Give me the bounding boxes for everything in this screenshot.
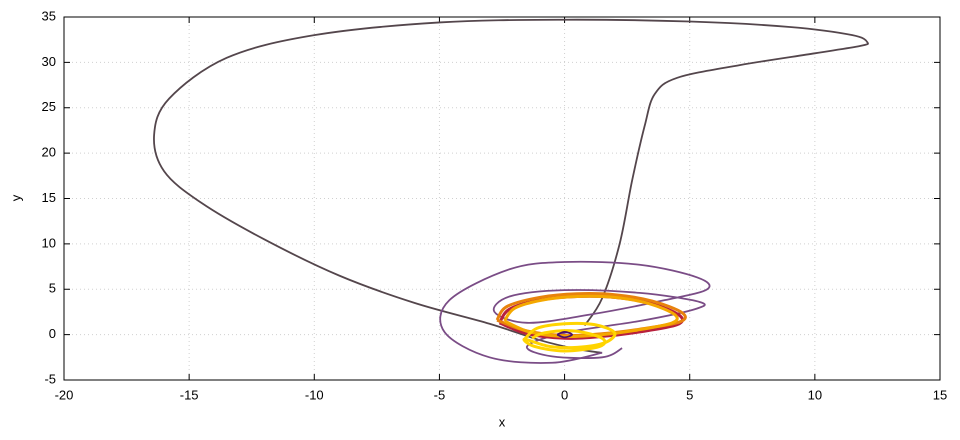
x-tick-label: 5 [686,387,693,402]
x-tick-label: -5 [434,387,446,402]
x-tick-label: 0 [561,387,568,402]
y-tick-label: 30 [42,54,56,69]
trajectory [556,331,573,339]
x-tick-label: -10 [305,387,324,402]
trajectory [522,321,617,353]
trajectory [153,18,869,354]
y-tick-label: 35 [42,8,56,23]
y-tick-label: 5 [49,281,56,296]
x-tick-label: -20 [55,387,74,402]
plot-frame [63,16,941,381]
x-tick-label: -15 [180,387,199,402]
x-tick-label: 15 [933,387,947,402]
y-axis-label: y [8,194,23,201]
y-tick-label: 15 [42,190,56,205]
x-tick-label: 10 [808,387,822,402]
y-tick-label: 0 [49,326,56,341]
y-tick-label: 20 [42,145,56,160]
y-tick-label: 10 [42,235,56,250]
x-axis-label: x [499,414,506,429]
y-tick-label: -5 [44,371,56,386]
y-tick-label: 25 [42,99,56,114]
trajectory [503,294,679,339]
